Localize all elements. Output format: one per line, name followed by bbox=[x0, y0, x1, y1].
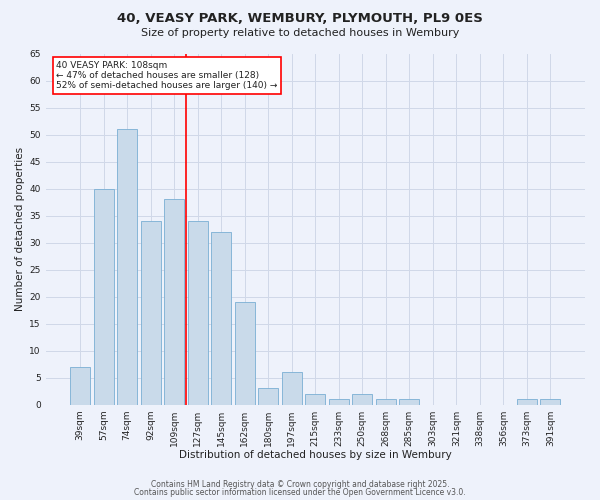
Bar bbox=[400, 399, 419, 404]
Bar bbox=[258, 388, 278, 404]
Bar bbox=[376, 399, 396, 404]
Text: 40 VEASY PARK: 108sqm
← 47% of detached houses are smaller (128)
52% of semi-det: 40 VEASY PARK: 108sqm ← 47% of detached … bbox=[56, 60, 278, 90]
Text: 40, VEASY PARK, WEMBURY, PLYMOUTH, PL9 0ES: 40, VEASY PARK, WEMBURY, PLYMOUTH, PL9 0… bbox=[117, 12, 483, 26]
Bar bbox=[235, 302, 254, 404]
Bar bbox=[211, 232, 231, 404]
Bar bbox=[94, 188, 113, 404]
Text: Contains public sector information licensed under the Open Government Licence v3: Contains public sector information licen… bbox=[134, 488, 466, 497]
Bar bbox=[329, 399, 349, 404]
Y-axis label: Number of detached properties: Number of detached properties bbox=[15, 147, 25, 311]
Bar bbox=[140, 221, 161, 404]
Text: Contains HM Land Registry data © Crown copyright and database right 2025.: Contains HM Land Registry data © Crown c… bbox=[151, 480, 449, 489]
Bar bbox=[188, 221, 208, 404]
Bar bbox=[352, 394, 373, 404]
Bar bbox=[517, 399, 537, 404]
Text: Size of property relative to detached houses in Wembury: Size of property relative to detached ho… bbox=[141, 28, 459, 38]
Bar bbox=[282, 372, 302, 404]
Bar bbox=[305, 394, 325, 404]
Bar bbox=[541, 399, 560, 404]
Bar bbox=[164, 200, 184, 404]
Bar bbox=[117, 129, 137, 404]
X-axis label: Distribution of detached houses by size in Wembury: Distribution of detached houses by size … bbox=[179, 450, 452, 460]
Bar bbox=[70, 367, 90, 405]
